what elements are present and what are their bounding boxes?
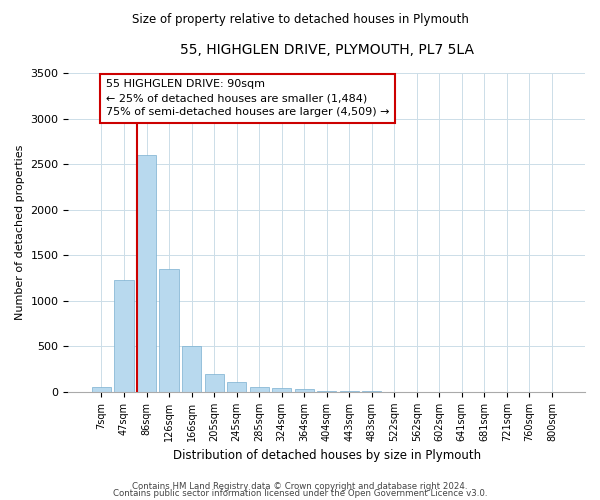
Bar [182,346,201,392]
Title: 55, HIGHGLEN DRIVE, PLYMOUTH, PL7 5LA: 55, HIGHGLEN DRIVE, PLYMOUTH, PL7 5LA [180,42,474,56]
Bar [92,388,111,392]
Text: Contains public sector information licensed under the Open Government Licence v3: Contains public sector information licen… [113,490,487,498]
Bar [227,382,246,392]
Bar [160,269,179,392]
Y-axis label: Number of detached properties: Number of detached properties [15,145,25,320]
Bar [115,280,134,392]
Bar [317,390,336,392]
Text: Contains HM Land Registry data © Crown copyright and database right 2024.: Contains HM Land Registry data © Crown c… [132,482,468,491]
Bar [205,374,224,392]
Bar [295,389,314,392]
X-axis label: Distribution of detached houses by size in Plymouth: Distribution of detached houses by size … [173,450,481,462]
Bar [137,155,156,392]
Text: 55 HIGHGLEN DRIVE: 90sqm
← 25% of detached houses are smaller (1,484)
75% of sem: 55 HIGHGLEN DRIVE: 90sqm ← 25% of detach… [106,80,389,118]
Bar [272,388,291,392]
Bar [250,388,269,392]
Text: Size of property relative to detached houses in Plymouth: Size of property relative to detached ho… [131,12,469,26]
